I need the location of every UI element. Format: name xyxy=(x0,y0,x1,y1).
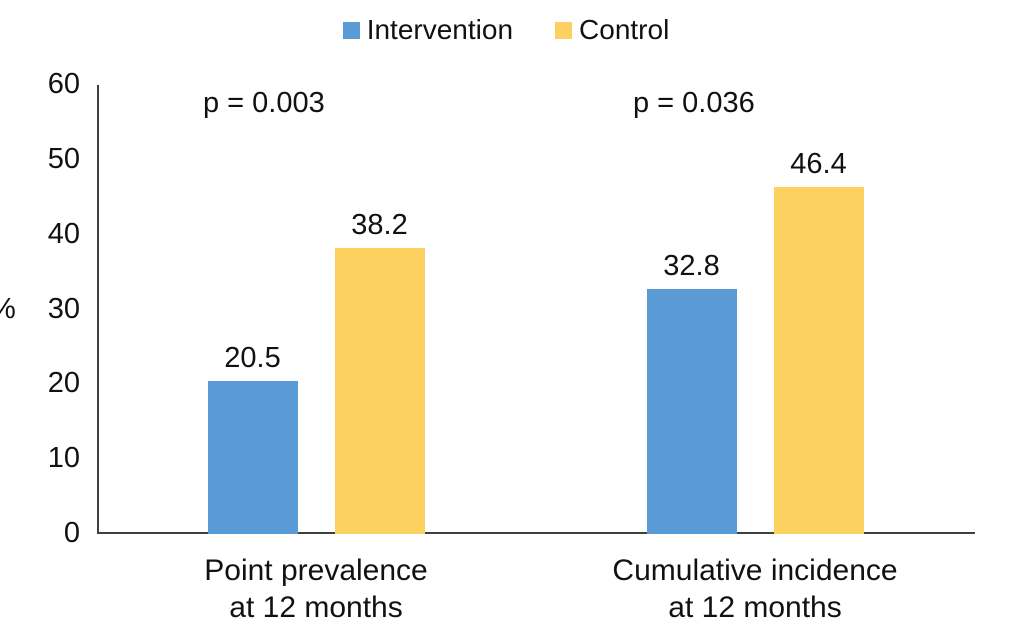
y-tick-label: 0 xyxy=(63,517,80,549)
y-tick-label: 30 xyxy=(47,292,80,325)
legend-label-intervention: Intervention xyxy=(366,14,514,45)
p-value-annotation: p = 0.003 xyxy=(203,87,325,119)
x-category-label-line: Point prevalence xyxy=(204,554,428,587)
x-axis-line xyxy=(97,532,975,534)
bar-value-label: 20.5 xyxy=(224,341,281,374)
legend-swatch-intervention-icon xyxy=(342,21,360,39)
x-category-label-line: at 12 months xyxy=(668,591,842,624)
legend-item-intervention: Intervention xyxy=(342,14,514,45)
bar-intervention-group1 xyxy=(207,380,298,534)
legend-label-control: Control xyxy=(579,14,670,45)
y-axis-line xyxy=(97,85,99,534)
x-category-label: Point prevalence at 12 months xyxy=(106,552,526,626)
p-value-annotation: p = 0.036 xyxy=(633,87,755,119)
bar-value-label: 32.8 xyxy=(663,249,720,282)
chart-legend: Intervention Control xyxy=(0,16,1012,44)
bar-intervention-group2 xyxy=(646,288,737,534)
bar-control-group1 xyxy=(334,248,425,534)
x-category-label: Cumulative incidence at 12 months xyxy=(545,552,965,626)
x-category-label-line: at 12 months xyxy=(229,591,403,624)
legend-swatch-control-icon xyxy=(555,21,573,39)
y-tick-label: 60 xyxy=(47,68,80,100)
y-tick-label: 40 xyxy=(47,217,80,250)
legend-item-control: Control xyxy=(555,16,669,44)
bar-value-label: 46.4 xyxy=(790,147,847,180)
bar-control-group2 xyxy=(773,186,864,534)
y-tick-label: 10 xyxy=(47,442,80,475)
bar-value-label: 38.2 xyxy=(351,209,408,242)
y-axis-title: % xyxy=(0,294,16,324)
x-category-label-line: Cumulative incidence xyxy=(612,554,898,587)
y-tick-label: 50 xyxy=(47,142,80,175)
y-tick-label: 20 xyxy=(47,367,80,400)
